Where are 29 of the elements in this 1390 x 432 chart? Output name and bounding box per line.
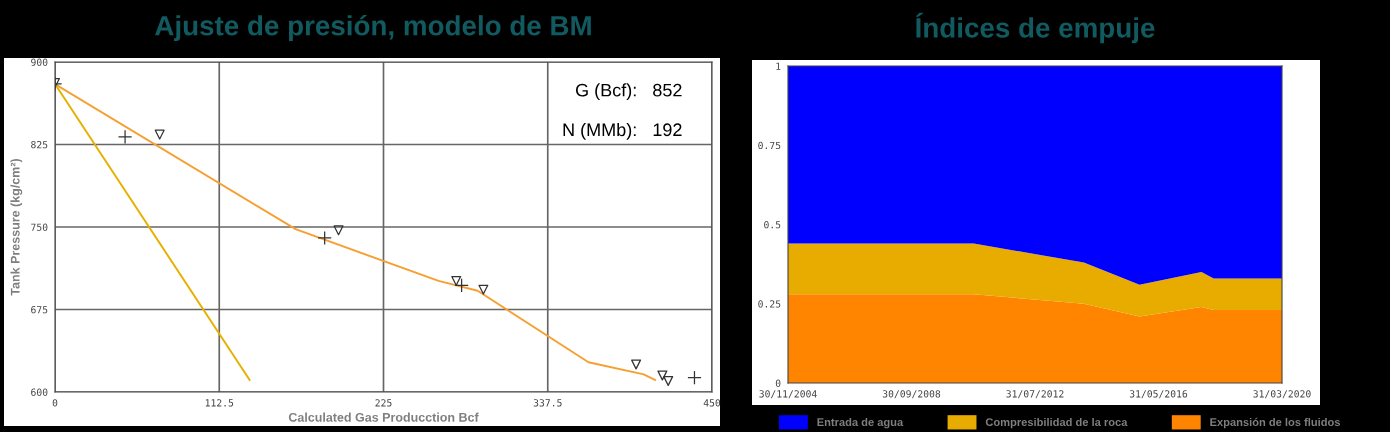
x-tick-label: 225 xyxy=(375,399,392,407)
chart-title: Índices de empuje xyxy=(916,12,1155,44)
y-tick-label: 825 xyxy=(31,141,48,149)
y-tick-label: 0 xyxy=(775,379,781,387)
x-axis-title: Calculated Gas Producction Bcf xyxy=(288,412,479,422)
y-tick-label: 900 xyxy=(31,58,48,66)
legend-label: Expansión de los fluidos xyxy=(1210,417,1341,429)
y-tick-label: 1 xyxy=(776,62,781,70)
x-tick-label: 30/11/2004 xyxy=(759,390,817,399)
y-tick-label: 750 xyxy=(31,223,48,231)
y-tick-label: 675 xyxy=(31,306,48,314)
y-tick-label: 0.5 xyxy=(764,221,781,229)
x-tick-label: 0 xyxy=(52,399,58,407)
y-axis-title: Tank Pressure (kg/cm²) xyxy=(10,158,23,296)
y-tick-label: 600 xyxy=(31,388,48,396)
x-tick-label: 31/03/2020 xyxy=(1253,390,1311,399)
x-tick-label: 31/07/2012 xyxy=(1006,390,1064,399)
annotation: G (Bcf): 852 xyxy=(575,83,682,101)
x-tick-label: 337.5 xyxy=(533,399,562,407)
chart-title: Ajuste de presión, modelo de BM xyxy=(155,14,591,42)
y-tick-label: 0.75 xyxy=(758,141,781,150)
x-tick-label: 112.5 xyxy=(205,399,234,407)
x-tick-label: 30/09/2008 xyxy=(882,390,941,399)
y-tick-label: 0.25 xyxy=(758,300,781,308)
x-tick-label: 450 xyxy=(703,399,721,407)
annotation: N (MMb): 192 xyxy=(563,122,682,140)
legend-label: Compresibilidad de la roca xyxy=(985,417,1128,429)
legend-label: Entrada de agua xyxy=(817,417,904,429)
x-tick-label: 31/05/2016 xyxy=(1129,390,1188,399)
